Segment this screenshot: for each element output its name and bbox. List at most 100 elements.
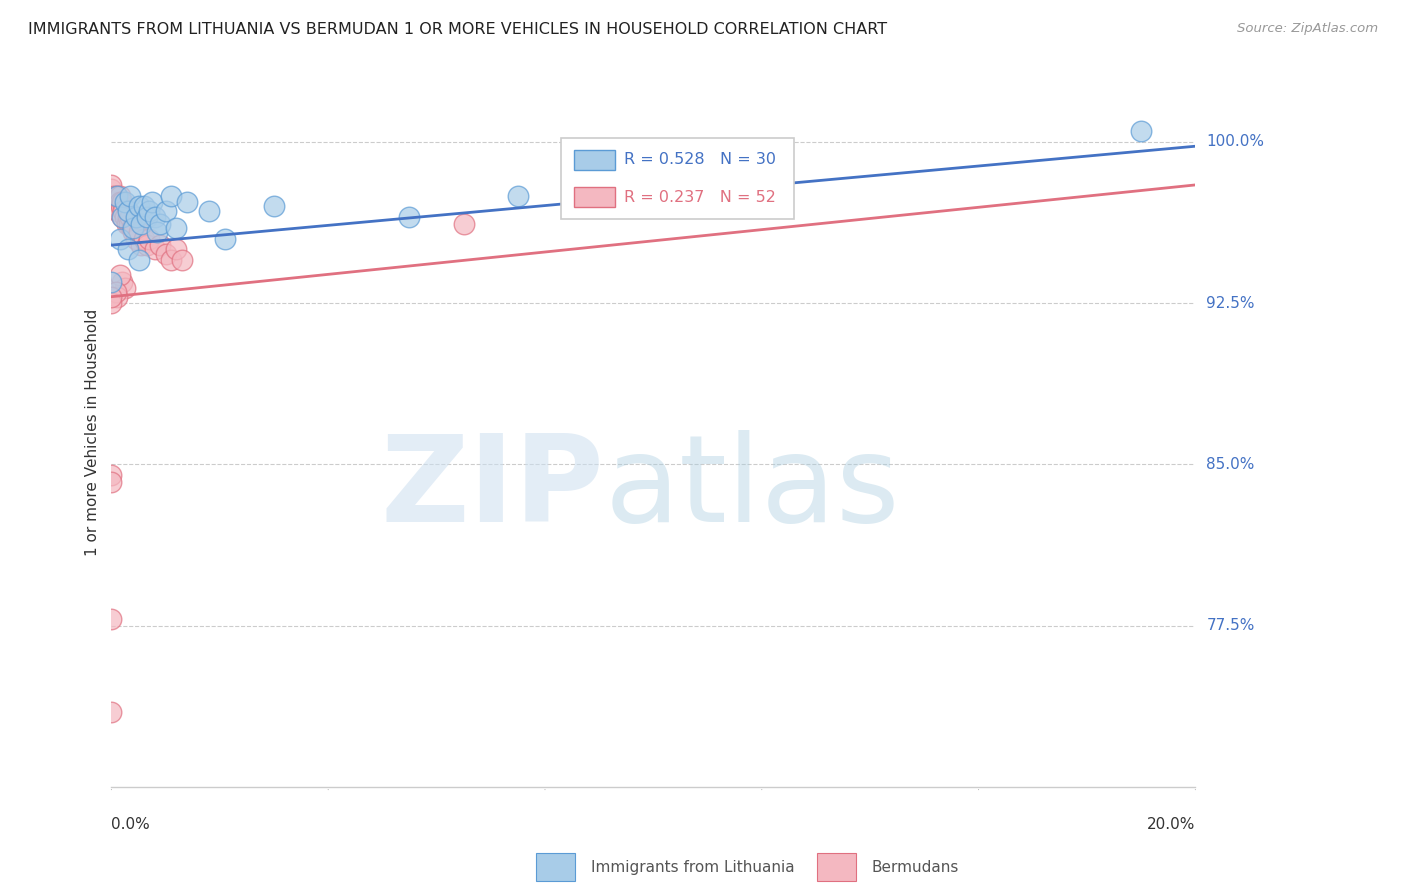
Point: [105, 188, 128, 202]
Point: [100, 475, 122, 489]
Point: [111, 210, 134, 224]
Point: [105, 199, 128, 213]
Point: [122, 221, 145, 235]
Point: [120, 210, 142, 224]
Text: R = 0.528   N = 30: R = 0.528 N = 30: [624, 153, 776, 167]
Point: [108, 232, 131, 246]
Text: 77.5%: 77.5%: [1206, 618, 1254, 633]
Y-axis label: 1 or more Vehicles in Household: 1 or more Vehicles in Household: [86, 309, 100, 556]
Point: [129, 238, 152, 252]
Point: [115, 217, 138, 231]
Text: Immigrants from Lithuania: Immigrants from Lithuania: [591, 860, 794, 874]
Point: [155, 203, 177, 218]
Point: [103, 195, 125, 210]
Point: [141, 195, 163, 210]
Point: [165, 243, 187, 257]
Text: 0.0%: 0.0%: [111, 817, 150, 832]
Point: [108, 195, 131, 210]
Text: Source: ZipAtlas.com: Source: ZipAtlas.com: [1237, 22, 1378, 36]
Point: [138, 232, 160, 246]
Point: [100, 188, 122, 202]
Point: [105, 290, 128, 304]
Point: [112, 203, 135, 218]
Point: [453, 217, 475, 231]
Point: [103, 188, 125, 202]
Point: [100, 182, 122, 196]
Point: [143, 243, 166, 257]
Point: [100, 705, 122, 719]
Text: R = 0.237   N = 52: R = 0.237 N = 52: [624, 190, 776, 205]
Point: [105, 203, 128, 218]
Point: [105, 188, 128, 202]
Point: [111, 210, 134, 224]
Point: [100, 290, 122, 304]
Point: [138, 203, 160, 218]
Point: [114, 281, 136, 295]
Point: [118, 217, 141, 231]
Point: [143, 210, 166, 224]
Point: [121, 221, 143, 235]
Text: ZIP: ZIP: [381, 431, 605, 548]
Point: [170, 253, 193, 268]
Point: [135, 238, 157, 252]
Point: [100, 195, 122, 210]
Point: [198, 203, 221, 218]
Point: [114, 210, 136, 224]
Text: Bermudans: Bermudans: [872, 860, 959, 874]
Point: [104, 195, 127, 210]
Point: [104, 285, 127, 300]
Point: [114, 195, 136, 210]
Text: 20.0%: 20.0%: [1147, 817, 1195, 832]
Point: [100, 178, 122, 192]
Bar: [574, 150, 616, 169]
Point: [132, 232, 155, 246]
Point: [128, 199, 150, 213]
Point: [128, 225, 150, 239]
Point: [263, 199, 285, 213]
Point: [117, 203, 139, 218]
Point: [160, 188, 183, 202]
Point: [107, 203, 129, 218]
Text: 92.5%: 92.5%: [1206, 295, 1256, 310]
Point: [128, 253, 150, 268]
Text: atlas: atlas: [605, 431, 900, 548]
Point: [125, 210, 148, 224]
Point: [122, 225, 145, 239]
Point: [214, 232, 236, 246]
Point: [103, 199, 125, 213]
Point: [108, 188, 131, 202]
Text: 85.0%: 85.0%: [1206, 457, 1254, 472]
Point: [176, 195, 198, 210]
Point: [117, 243, 139, 257]
Bar: [574, 187, 616, 207]
Point: [125, 232, 148, 246]
Point: [108, 268, 131, 283]
Point: [111, 195, 134, 210]
Point: [135, 210, 157, 224]
Point: [100, 199, 122, 213]
Point: [165, 221, 187, 235]
Point: [155, 246, 177, 260]
Point: [100, 468, 122, 483]
FancyBboxPatch shape: [561, 137, 794, 219]
Point: [129, 217, 152, 231]
Point: [149, 238, 172, 252]
Point: [149, 217, 172, 231]
Point: [146, 225, 169, 239]
Point: [120, 188, 142, 202]
Point: [398, 210, 420, 224]
Point: [100, 612, 122, 626]
Point: [1130, 124, 1153, 138]
Text: IMMIGRANTS FROM LITHUANIA VS BERMUDAN 1 OR MORE VEHICLES IN HOUSEHOLD CORRELATIO: IMMIGRANTS FROM LITHUANIA VS BERMUDAN 1 …: [28, 22, 887, 37]
Point: [100, 275, 122, 289]
Point: [122, 221, 145, 235]
Point: [160, 253, 183, 268]
Point: [132, 199, 155, 213]
Point: [111, 275, 134, 289]
Point: [117, 210, 139, 224]
Point: [506, 188, 529, 202]
Point: [110, 199, 132, 213]
Point: [100, 296, 122, 310]
Point: [117, 203, 139, 218]
Text: 100.0%: 100.0%: [1206, 135, 1264, 150]
